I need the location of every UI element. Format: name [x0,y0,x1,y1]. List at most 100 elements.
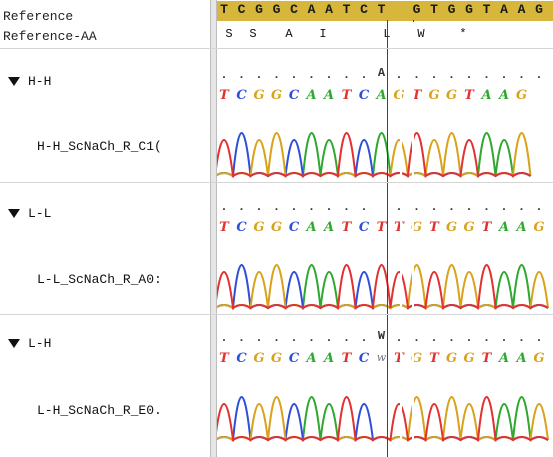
base-call: T [394,220,404,235]
base-call: C [236,220,247,235]
consensus-dot: . [535,200,543,214]
base-call: T [219,351,229,366]
base-call: G [445,351,458,366]
base-call: A [498,351,510,366]
base-call: T [341,351,352,366]
base-call: A [516,351,527,366]
base-call: T [341,220,352,235]
consensus-dot: . [255,331,263,345]
group-toggle-l-h[interactable]: L-H [8,336,51,351]
base-call: C [288,351,300,366]
base-call: C [236,88,247,103]
consensus-dot: . [360,68,368,82]
reference-base: G [465,2,473,17]
base-call: G [253,220,265,235]
reference-base: T [430,2,438,17]
base-call: C [288,88,300,103]
base-call: C [358,220,370,235]
base-call: G [445,220,458,235]
reference-base: T [482,2,491,17]
group-name: L-L [28,206,52,221]
base-call: T [429,220,439,235]
base-call: G [533,351,545,366]
trace-name-h-h[interactable]: H-H_ScNaCh_R_C1( [37,139,162,154]
base-call: G [270,220,283,235]
reference-base: C [360,2,368,17]
consensus-dot: . [237,200,246,214]
base-call: G [410,220,423,235]
reference-label: Reference [3,9,74,24]
base-call: A [498,88,510,103]
collapse-triangle-icon[interactable] [8,77,20,86]
reference-base: T [342,2,351,17]
base-call: T [219,88,229,103]
base-call: T [341,88,352,103]
consensus-dot: . [360,200,368,214]
trace-name-l-h[interactable]: L-H_ScNaCh_R_E0. [37,403,162,418]
trace-name-l-l[interactable]: L-L_ScNaCh_R_A0: [37,272,162,287]
base-call: T [429,351,439,366]
base-call: G [253,88,265,103]
consensus-dot: . [307,68,316,82]
consensus-dot: . [517,331,526,345]
consensus-dot: . [272,68,281,82]
reference-base: A [325,2,333,17]
reference-base: G [535,2,543,17]
base-call: T [481,351,492,366]
consensus-dot: . [237,68,246,82]
group-toggle-h-h[interactable]: H-H [8,74,51,89]
reference-base: T [377,2,386,17]
base-call: w [376,351,387,364]
selection-left-line [387,20,388,457]
reference-base: C [290,2,298,17]
row-separator [0,182,553,183]
consensus-dot: . [535,331,543,345]
base-call: G [428,88,440,103]
base-call: G [393,88,405,103]
group-name: L-H [28,336,52,351]
reference-base: T [220,2,228,17]
reference-base: G [412,2,421,17]
reference-base: G [272,2,281,17]
consensus-dot: . [220,68,228,82]
consensus-dot: . [220,200,228,214]
base-call: A [306,220,317,235]
base-call: G [270,88,283,103]
consensus-dot: . [360,331,368,345]
collapse-triangle-icon[interactable] [8,209,20,218]
consensus-dot: . [342,68,351,82]
base-call: T [394,351,404,366]
reference-base: C [237,2,246,17]
variant-marker: W [377,329,386,343]
reference-aa: A [285,27,293,41]
consensus-dot: . [500,200,508,214]
consensus-dot: . [220,331,228,345]
panel-splitter[interactable] [210,0,217,457]
consensus-dot: . [290,68,298,82]
consensus-dot: . [465,68,473,82]
consensus-dot: . [412,68,421,82]
consensus-dot: . [255,68,263,82]
consensus-dot: . [395,331,403,345]
base-call: T [376,220,387,235]
consensus-dot: . [465,200,473,214]
consensus-dot: . [342,331,351,345]
trace-line-t [217,264,549,310]
consensus-dot: . [307,200,316,214]
reference-sequence-bar [217,1,553,21]
reference-base: A [500,2,508,17]
consensus-dot: . [342,200,351,214]
base-call: G [270,351,283,366]
group-name: H-H [28,74,52,89]
consensus-dot: . [500,68,508,82]
reference-aa: W [417,27,425,41]
position-cursor[interactable] [400,22,414,457]
base-call: G [515,88,528,103]
base-call: A [516,220,527,235]
base-call: C [288,220,300,235]
base-call: G [410,351,423,366]
trace-line-t [217,396,549,442]
group-toggle-l-l[interactable]: L-L [8,206,51,221]
collapse-triangle-icon[interactable] [8,339,20,348]
